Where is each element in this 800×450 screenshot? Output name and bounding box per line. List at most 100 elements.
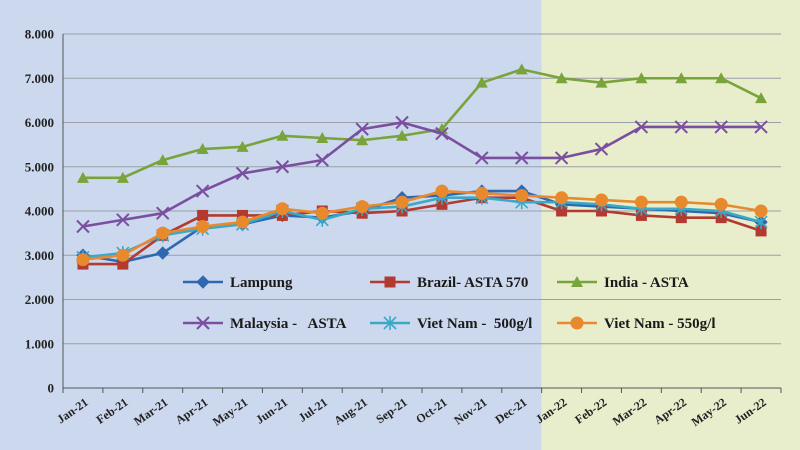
data-point (714, 120, 728, 134)
series-4 (76, 115, 768, 234)
data-point (515, 151, 529, 165)
data-point (475, 76, 488, 88)
data-point (595, 76, 608, 88)
data-point (570, 316, 584, 330)
data-point (515, 63, 528, 75)
data-point-stroke (315, 153, 329, 167)
data-point-stroke (554, 151, 569, 165)
data-point (196, 143, 209, 155)
data-point-stroke (395, 115, 409, 130)
data-point-stroke (714, 120, 728, 134)
data-point (634, 120, 649, 134)
y-tick-label: 2.000 (25, 292, 54, 307)
data-point (76, 219, 90, 234)
data-point (635, 72, 648, 84)
data-point (395, 195, 409, 209)
shaded-region-2 (541, 0, 800, 450)
data-point (276, 129, 289, 141)
y-tick-label: 6.000 (25, 115, 54, 130)
legend-entry-5: Viet Nam - 500g/l (370, 316, 532, 332)
data-point-stroke (754, 120, 768, 134)
data-point (674, 195, 688, 209)
data-point (76, 253, 90, 267)
data-point (594, 142, 609, 156)
data-point (116, 248, 130, 262)
legend-entry-1: Lampung (183, 275, 293, 291)
y-tick-label: 0 (48, 381, 55, 396)
data-point (674, 120, 688, 134)
data-point (396, 129, 409, 141)
y-tick-label: 3.000 (25, 248, 54, 263)
data-point-stroke (634, 120, 649, 134)
series-line (82, 189, 762, 261)
series-line (82, 196, 762, 259)
data-point (555, 72, 568, 84)
data-point (383, 316, 397, 330)
data-point-stroke (435, 126, 449, 141)
legend-entry-3: India - ASTA (557, 275, 689, 291)
legend-label: Viet Nam - 500g/l (417, 316, 532, 332)
legend-label: Viet Nam - 550g/l (604, 316, 716, 332)
data-point (435, 184, 449, 198)
data-point (275, 202, 289, 216)
y-tick-label: 1.000 (25, 336, 54, 351)
data-point (355, 200, 369, 214)
data-point (355, 122, 369, 136)
data-point (755, 92, 768, 104)
data-point-stroke (475, 151, 489, 165)
legend-label: Malaysia - ASTA (230, 316, 347, 332)
data-point (197, 209, 209, 221)
data-point (754, 204, 768, 218)
series-line (82, 196, 762, 266)
data-point-stroke (674, 120, 688, 134)
data-point (356, 134, 369, 146)
data-point (714, 197, 728, 211)
series-6 (76, 184, 768, 267)
data-point (76, 171, 89, 183)
data-point (275, 160, 290, 174)
data-point (116, 171, 129, 183)
data-point (755, 225, 767, 237)
y-tick-label: 7.000 (25, 71, 54, 86)
data-point (515, 189, 529, 203)
data-point-stroke (156, 206, 170, 220)
data-point (475, 186, 489, 200)
data-point (236, 215, 249, 229)
data-point-stroke (76, 219, 90, 234)
data-point (237, 209, 248, 221)
legend-label: India - ASTA (604, 275, 689, 291)
data-point (195, 184, 210, 198)
data-point (116, 213, 130, 227)
data-point (315, 206, 329, 220)
data-point (435, 126, 449, 141)
data-point (156, 206, 170, 220)
legend-entry-4: Malaysia - ASTA (183, 316, 347, 332)
data-point (117, 258, 129, 270)
data-point (395, 115, 409, 130)
data-point (315, 153, 329, 167)
y-tick-label: 8.000 (25, 27, 54, 42)
data-point (236, 140, 249, 152)
data-point (571, 276, 583, 287)
data-point (595, 193, 608, 207)
data-point (384, 276, 396, 288)
data-point (235, 166, 250, 181)
data-point (316, 131, 329, 143)
data-point (156, 154, 169, 166)
data-point (556, 205, 568, 217)
y-tick-label: 5.000 (25, 159, 54, 174)
y-tick-label: 4.000 (25, 204, 54, 219)
data-point-stroke (116, 213, 130, 227)
data-point (554, 151, 569, 165)
data-point (156, 246, 170, 260)
data-point (754, 120, 768, 134)
legend-label: Brazil- ASTA 570 (417, 275, 528, 291)
data-point (675, 72, 688, 84)
data-point-stroke (515, 151, 529, 165)
data-point (555, 191, 569, 205)
data-point-stroke (275, 160, 290, 174)
legend-entry-2: Brazil- ASTA 570 (370, 275, 528, 291)
series-line (82, 121, 762, 228)
